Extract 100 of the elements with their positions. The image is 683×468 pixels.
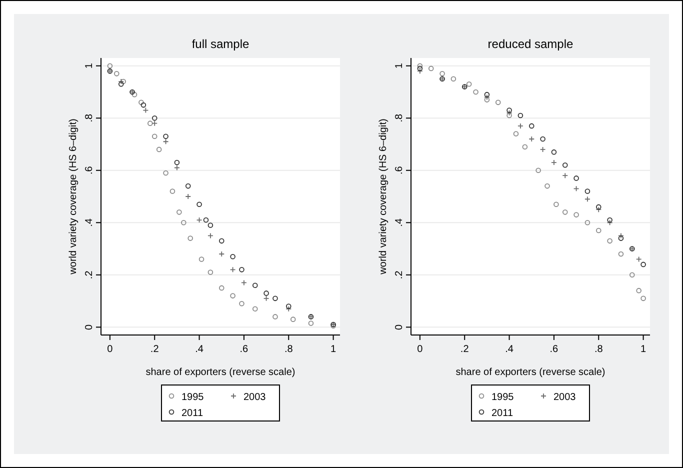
legend-label: 2011 [182, 408, 204, 419]
point [286, 304, 292, 309]
point [506, 110, 512, 116]
point [198, 256, 204, 262]
point [272, 296, 278, 302]
point [536, 168, 541, 174]
point [308, 320, 314, 326]
point [428, 66, 434, 72]
point [596, 204, 602, 210]
point [629, 272, 635, 278]
point [640, 296, 646, 302]
point [230, 293, 236, 298]
point [185, 194, 192, 200]
legend-label: 1995 [182, 392, 204, 403]
point [120, 78, 126, 84]
x-tick-label: .4 [195, 344, 204, 355]
x-tick-label: .6 [550, 344, 559, 355]
point [152, 134, 158, 140]
chart-title: full sample [192, 37, 250, 51]
legend-label: 1995 [492, 392, 514, 403]
y-tick-label: .8 [394, 113, 405, 122]
point [562, 162, 568, 168]
point [264, 290, 269, 296]
x-tick-label: .2 [460, 344, 470, 355]
y-tick-label: .6 [84, 166, 95, 175]
point [640, 262, 646, 268]
point [152, 120, 158, 126]
point [208, 270, 214, 275]
x-axis-title: share of exporters (reverse scale) [146, 367, 296, 378]
point [196, 202, 202, 207]
point [506, 112, 512, 118]
point [450, 76, 456, 82]
point [188, 236, 193, 241]
point [484, 97, 490, 102]
point [484, 94, 490, 100]
point [606, 220, 613, 226]
point [230, 266, 236, 273]
point [554, 202, 559, 207]
y-tick-label: .6 [394, 166, 405, 175]
point [241, 280, 247, 286]
point [596, 228, 602, 234]
point [518, 112, 524, 118]
point [540, 146, 546, 152]
point [196, 217, 202, 223]
point [208, 222, 214, 228]
point [263, 295, 270, 302]
point [252, 282, 258, 288]
chart-title: reduced sample [488, 37, 574, 51]
point [218, 285, 224, 291]
point [636, 288, 642, 294]
point [417, 66, 423, 72]
point [573, 186, 580, 192]
y-tick-label: .2 [84, 270, 95, 280]
point [596, 206, 602, 213]
point [513, 131, 519, 136]
point [584, 220, 590, 226]
point [473, 89, 478, 95]
point [162, 138, 169, 145]
point [170, 188, 176, 194]
legend-label: 2011 [492, 408, 514, 419]
point [506, 108, 512, 113]
point [544, 183, 550, 189]
x-tick-label: 0 [417, 344, 424, 355]
y-tick-label: .8 [84, 113, 95, 122]
point [208, 232, 214, 239]
y-tick-label: 1 [84, 62, 95, 69]
point [107, 63, 113, 68]
x-tick-label: .8 [284, 344, 294, 355]
point [118, 81, 124, 87]
x-tick-label: 1 [640, 344, 647, 355]
x-tick-label: .6 [240, 344, 249, 355]
point [466, 81, 472, 87]
legend-label: 2003 [244, 392, 266, 403]
y-axis-title: world variety coverage (HS 6–digit) [68, 118, 79, 276]
x-tick-label: 1 [330, 344, 337, 355]
point [239, 267, 244, 272]
point [636, 256, 642, 262]
point [618, 251, 624, 257]
y-tick-label: .2 [394, 270, 405, 280]
y-tick-label: .4 [394, 218, 405, 227]
point [551, 149, 557, 155]
point [540, 136, 546, 142]
x-tick-label: .4 [505, 344, 514, 355]
point [142, 107, 149, 114]
point [118, 78, 124, 84]
point [290, 316, 296, 322]
point [174, 164, 180, 171]
x-tick-label: .8 [594, 344, 604, 355]
point [562, 172, 568, 179]
point [140, 102, 146, 108]
point [528, 136, 535, 142]
x-axis-title: share of exporters (reverse scale) [456, 367, 606, 378]
point [495, 100, 501, 106]
point [218, 238, 224, 244]
y-tick-label: .4 [84, 218, 95, 227]
y-axis-title: world variety coverage (HS 6–digit) [378, 118, 389, 276]
point [584, 196, 590, 202]
point [528, 123, 534, 129]
point [163, 170, 168, 176]
point [147, 120, 153, 126]
